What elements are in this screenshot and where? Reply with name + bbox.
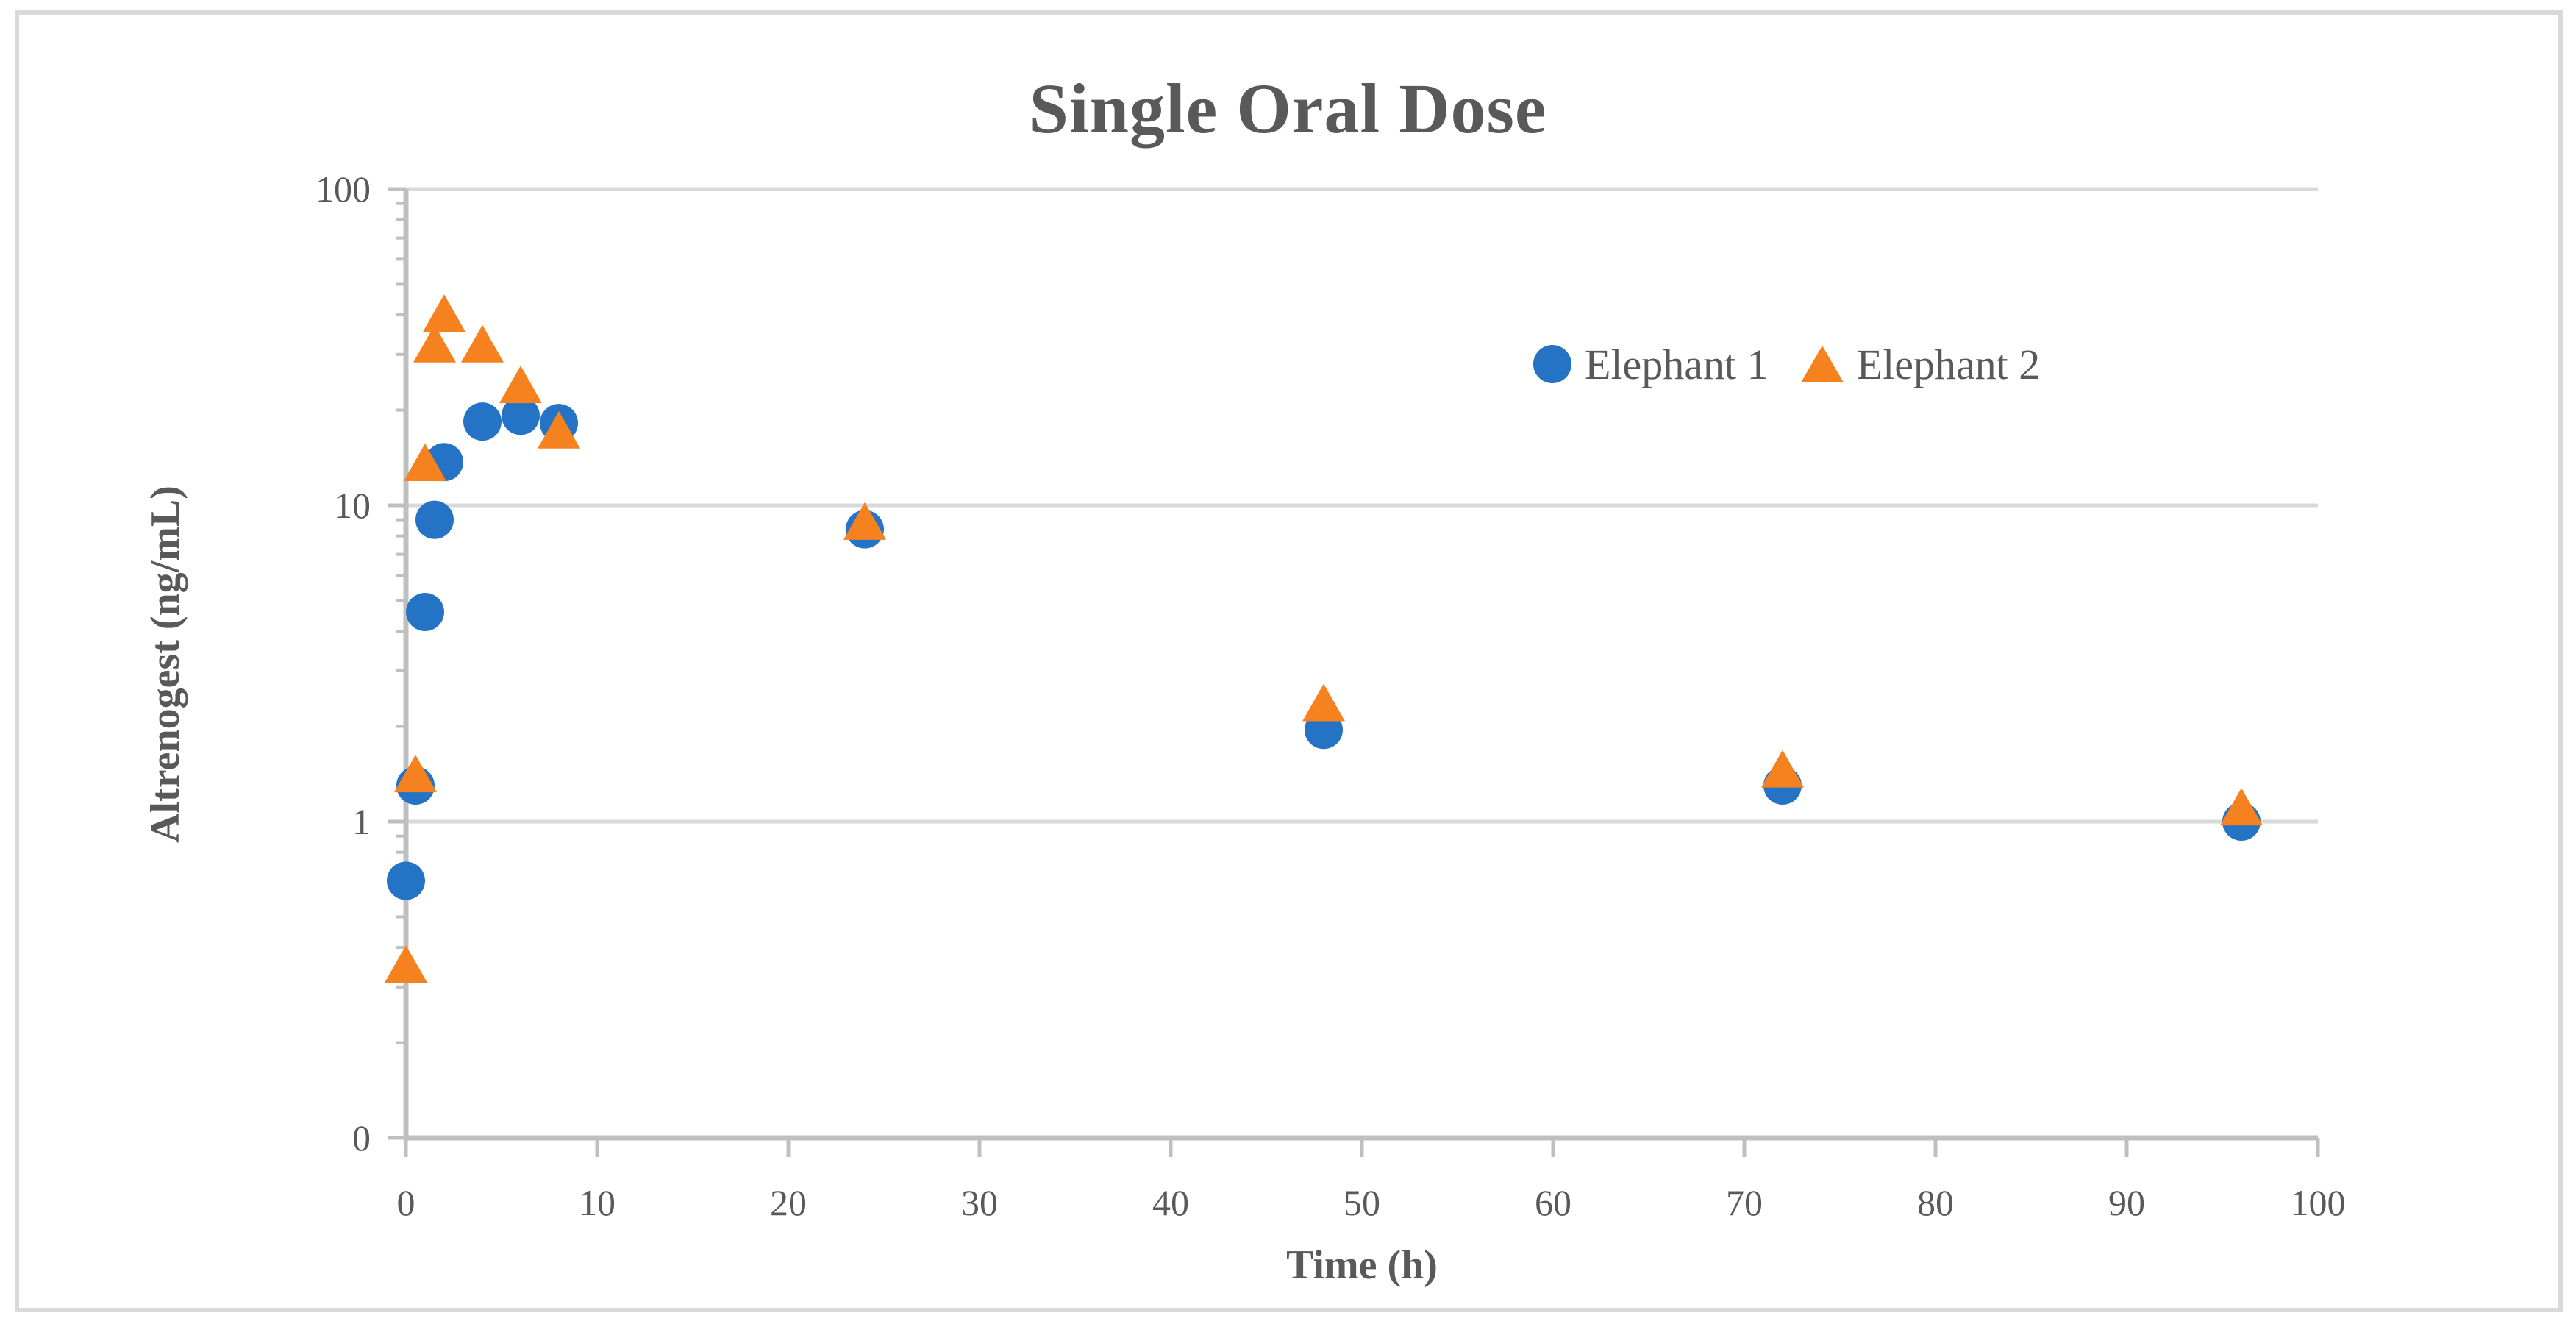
elephant-2-point (404, 443, 446, 481)
chart-title: Single Oral Dose (1029, 69, 1547, 148)
x-tick-label: 60 (1535, 1182, 1571, 1223)
elephant-1-point (406, 593, 444, 632)
legend: Elephant 1 Elephant 2 (1533, 337, 2058, 391)
elephant-2-point (413, 324, 456, 363)
elephant-2-point (461, 324, 504, 363)
x-tick-label: 80 (1917, 1182, 1954, 1223)
elephant-2-point (1761, 750, 1804, 788)
x-tick-label: 20 (770, 1182, 807, 1223)
x-tick-label: 30 (961, 1182, 998, 1223)
x-tick-label: 40 (1152, 1182, 1189, 1223)
x-tick-label: 0 (397, 1182, 415, 1223)
x-tick-label: 50 (1344, 1182, 1380, 1223)
elephant-2-point (538, 410, 580, 449)
triangle-icon (1800, 346, 1844, 382)
elephant-1-point (502, 396, 540, 435)
x-tick-label: 10 (579, 1182, 616, 1223)
y-tick-label: 100 (315, 168, 371, 210)
elephant-2-point (843, 502, 886, 540)
elephant-2-point (1302, 683, 1345, 722)
elephant-1-point (415, 500, 454, 539)
y-tick-label: 10 (334, 485, 371, 526)
x-tick-label: 70 (1726, 1182, 1763, 1223)
y-tick-label: 0 (352, 1117, 371, 1158)
elephant-2-point (394, 755, 437, 793)
elephant-1-point (463, 402, 502, 441)
legend-label: Elephant 2 (1856, 340, 2041, 388)
x-tick-label: 90 (2108, 1182, 2145, 1223)
elephant-2-point (499, 366, 542, 404)
x-tick-label: 100 (2291, 1182, 2346, 1223)
elephant-1-point (387, 861, 425, 900)
elephant-2-point (385, 945, 427, 983)
elephant-2-point (423, 294, 465, 332)
x-axis-title: Time (h) (1286, 1242, 1438, 1288)
legend-item-elephant-2: Elephant 2 (1800, 340, 2041, 389)
y-tick-label: 1 (352, 801, 371, 842)
legend-item-elephant-1: Elephant 1 (1533, 340, 1769, 389)
elephant-2-point (2220, 788, 2263, 826)
legend-label: Elephant 1 (1585, 340, 1769, 388)
circle-icon (1533, 345, 1571, 383)
